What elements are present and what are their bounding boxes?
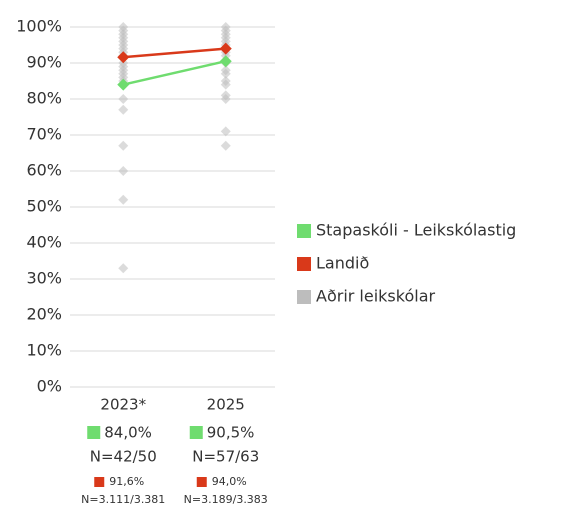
legend-label: Stapaskóli - Leikskólastig: [316, 221, 516, 240]
y-tick-label: 60%: [26, 161, 62, 180]
n-label: N=3.111/3.381: [81, 493, 165, 506]
other-point: [118, 140, 129, 151]
label-swatch: [94, 477, 105, 487]
label-swatch: [87, 426, 101, 439]
n-label: N=3.189/3.383: [184, 493, 268, 506]
legend-label: Landið: [316, 254, 369, 273]
series-line: [122, 59, 227, 86]
y-tick-label: 80%: [26, 89, 62, 108]
other-point: [220, 126, 231, 137]
point: [117, 78, 130, 91]
value-label: 91,6%: [109, 475, 144, 488]
value-label: 94,0%: [212, 475, 247, 488]
point: [117, 51, 130, 64]
n-label: N=57/63: [192, 448, 259, 466]
value-label: 84,0%: [104, 424, 152, 442]
y-tick-label: 90%: [26, 53, 62, 72]
y-tick-label: 100%: [16, 17, 62, 36]
y-tick-label: 70%: [26, 125, 62, 144]
y-tick-label: 20%: [26, 305, 62, 324]
n-label: N=42/50: [90, 448, 157, 466]
other-point: [118, 104, 129, 115]
series-line: [123, 47, 226, 59]
other-point: [220, 94, 231, 104]
x-tick-label: 2025: [207, 396, 245, 414]
y-tick-label: 30%: [26, 269, 62, 288]
other-point: [118, 166, 129, 176]
y-tick-label: 50%: [26, 197, 62, 216]
y-tick-label: 0%: [37, 377, 62, 396]
other-point: [220, 68, 231, 79]
legend-swatch: [297, 290, 311, 304]
label-swatch: [189, 426, 203, 439]
x-tick-label: 2023*: [100, 396, 146, 414]
y-tick-label: 40%: [26, 233, 62, 252]
legend-swatch: [297, 257, 311, 271]
point: [219, 42, 232, 55]
label-swatch: [196, 477, 207, 487]
other-point: [220, 79, 231, 90]
other-point: [118, 194, 129, 205]
other-point: [118, 263, 129, 274]
value-label: 90,5%: [207, 424, 255, 442]
other-point: [118, 94, 129, 104]
point: [219, 55, 232, 68]
y-tick-label: 10%: [26, 341, 62, 360]
legend-label: Aðrir leikskólar: [316, 287, 435, 306]
other-point: [220, 140, 231, 151]
legend-swatch: [297, 224, 311, 238]
